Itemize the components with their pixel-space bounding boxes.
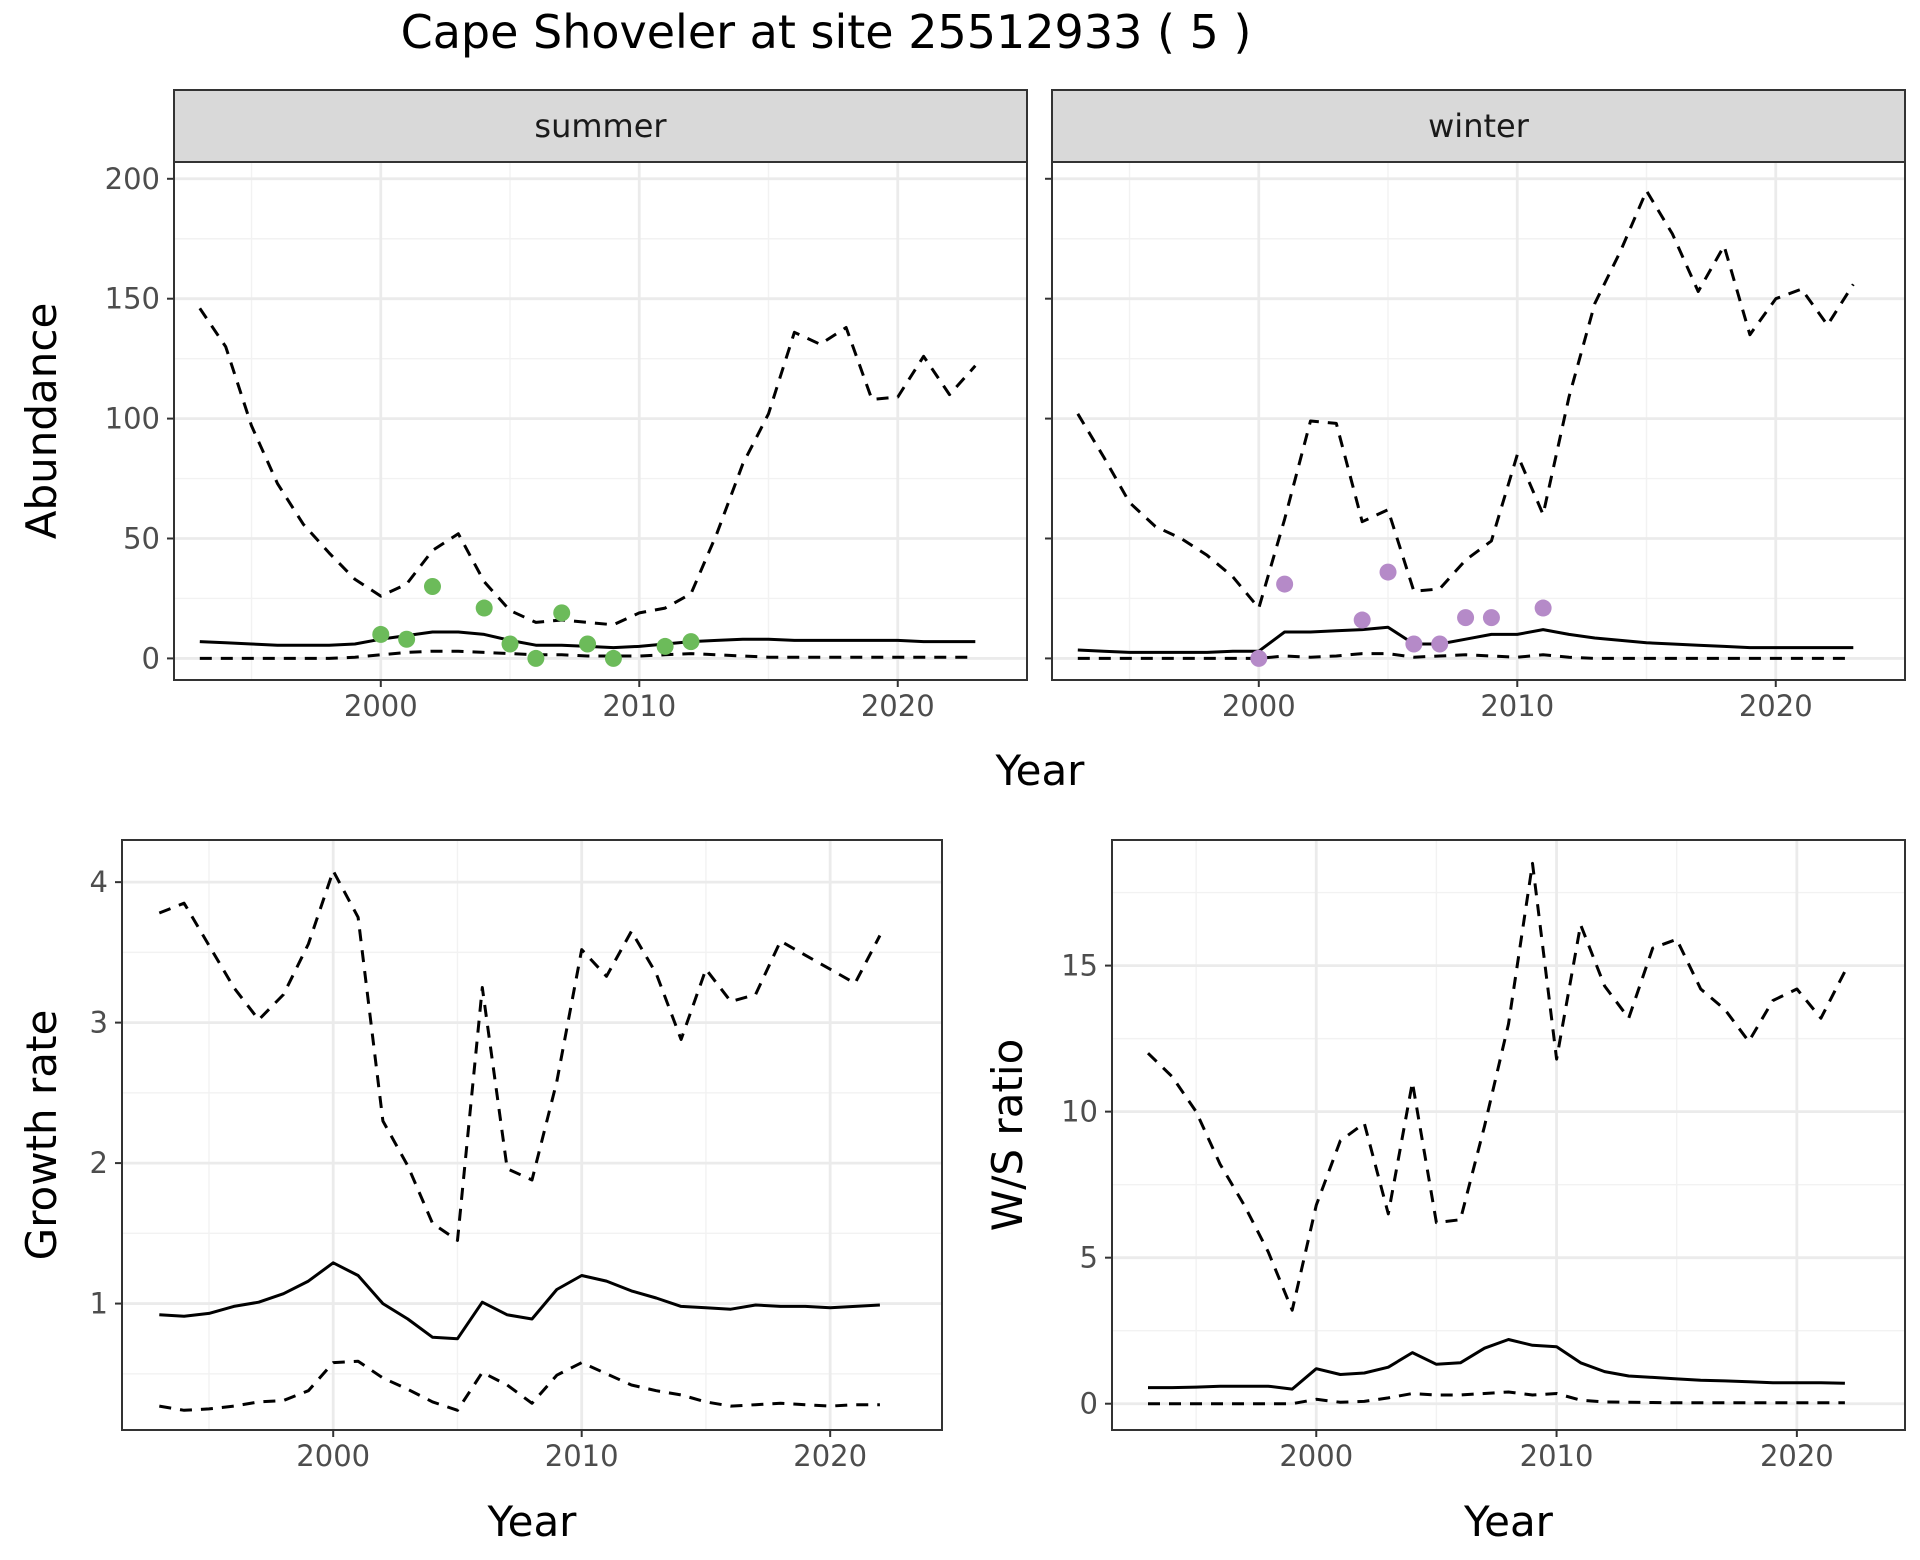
facet-strip xyxy=(173,89,1028,163)
y-tick-label: 2 xyxy=(90,1146,108,1180)
data-point xyxy=(553,604,571,622)
x-axis-title: Year xyxy=(995,746,1086,795)
series-line-mean xyxy=(1077,625,1854,654)
series-line-upper xyxy=(1146,861,1847,1312)
series-line-lower xyxy=(1077,652,1854,660)
series-line-upper xyxy=(158,869,882,1242)
y-tick-label: 3 xyxy=(90,1006,108,1040)
y-tick-label: 100 xyxy=(105,402,160,436)
y-tick-label: 1 xyxy=(90,1287,108,1321)
data-point xyxy=(604,649,622,667)
x-axis-title: Year xyxy=(1463,1497,1554,1546)
x-axis-title: Year xyxy=(487,1497,578,1546)
panel-ws-ratio: 2000 2010 2020 0 5 10 15 Year W/S ratio xyxy=(983,839,1906,1546)
x-tick-label: 2020 xyxy=(1760,1439,1834,1473)
y-tick-label: 10 xyxy=(1061,1095,1098,1129)
data-point xyxy=(1276,575,1294,593)
x-tick-label: 2010 xyxy=(602,689,676,723)
panel-border xyxy=(121,839,943,1431)
data-point xyxy=(1250,649,1268,667)
data-point xyxy=(1353,611,1371,629)
data-point xyxy=(527,649,545,667)
x-tick-label: 2020 xyxy=(793,1439,867,1473)
data-point xyxy=(423,577,441,595)
panel-border xyxy=(1051,161,1906,681)
x-tick-label: 2010 xyxy=(1520,1439,1594,1473)
y-tick-label: 50 xyxy=(123,522,160,556)
x-tick-label: 2000 xyxy=(1222,689,1296,723)
y-tick-label: 5 xyxy=(1080,1241,1098,1275)
series-line-lower xyxy=(159,1359,880,1412)
facet-strip-label: winter xyxy=(1428,107,1530,145)
x-tick-label: 2000 xyxy=(1279,1439,1353,1473)
panel-border xyxy=(1111,839,1906,1431)
x-tick-label: 2010 xyxy=(545,1439,619,1473)
y-axis-title: Growth rate xyxy=(17,1010,66,1261)
data-point xyxy=(398,630,416,648)
x-tick-label: 2020 xyxy=(1739,689,1813,723)
data-point xyxy=(501,635,519,653)
y-axis-title: Abundance xyxy=(17,303,66,540)
y-tick-label: 200 xyxy=(105,162,160,196)
y-tick-label: 15 xyxy=(1061,949,1098,983)
x-tick-label: 2020 xyxy=(861,689,935,723)
facet-strip xyxy=(1051,89,1906,163)
series-line-upper xyxy=(1076,189,1855,610)
data-point xyxy=(372,625,390,643)
x-tick-label: 2010 xyxy=(1480,689,1554,723)
panel-growth-rate: 2000 2010 2020 1 2 3 4 Year Growth rate xyxy=(17,839,943,1546)
y-axis-title: W/S ratio xyxy=(983,1039,1032,1232)
figure-title: Cape Shoveler at site 25512933 ( 5 ) xyxy=(401,5,1252,59)
series-line-mean xyxy=(159,1261,880,1341)
series-line-lower xyxy=(1148,1390,1845,1406)
data-point xyxy=(1379,563,1397,581)
grid xyxy=(1052,162,1905,680)
panel-border xyxy=(173,161,1028,681)
series-line-upper xyxy=(198,307,977,627)
data-point xyxy=(656,637,674,655)
x-tick-label: 2000 xyxy=(344,689,418,723)
data-point xyxy=(475,599,493,617)
panel-winter-abundance: winter 2000 2010 2020 xyxy=(1045,89,1906,723)
y-tick-label: 4 xyxy=(90,865,108,899)
series-line-mean xyxy=(1148,1338,1845,1391)
y-tick-label: 0 xyxy=(1080,1387,1098,1421)
grid xyxy=(174,162,1027,680)
panel-summer-abundance: summer 2000 2010 2020 0 50 100 150 200 Year Abunda… xyxy=(17,89,1086,795)
grid xyxy=(122,840,942,1430)
data-point xyxy=(1431,635,1449,653)
data-point xyxy=(579,635,597,653)
y-tick-label: 150 xyxy=(105,282,160,316)
data-point xyxy=(682,633,700,651)
data-point xyxy=(1534,599,1552,617)
data-point xyxy=(1482,609,1500,627)
grid xyxy=(1112,840,1905,1430)
facet-strip-label: summer xyxy=(534,107,667,145)
y-tick-label: 0 xyxy=(142,641,160,675)
x-tick-label: 2000 xyxy=(296,1439,370,1473)
series-line-lower xyxy=(199,649,976,660)
data-point xyxy=(1457,609,1475,627)
data-point xyxy=(1405,635,1423,653)
